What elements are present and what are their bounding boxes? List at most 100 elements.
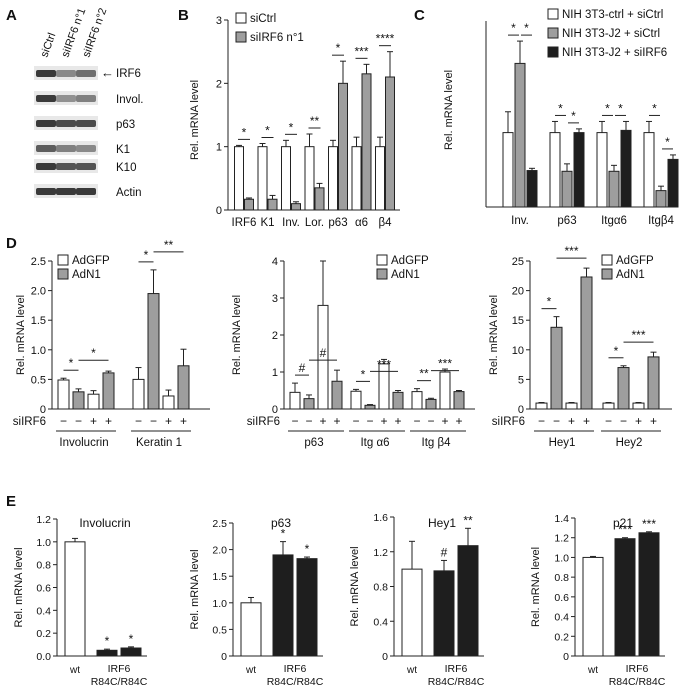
panel-d2-group-label: Itg β4 bbox=[422, 437, 452, 449]
panel-c-sig-label: * bbox=[652, 101, 657, 115]
panel-e2-x-label-mut: IRF6 bbox=[284, 663, 307, 675]
panel-e2-sig-label: * bbox=[281, 527, 286, 541]
panel-d1-bar bbox=[102, 372, 115, 410]
band-label-k1: K1 bbox=[116, 144, 130, 156]
panel-e1-x-label-wt: wt bbox=[69, 665, 80, 676]
panel-d2-bar bbox=[350, 390, 362, 410]
blot-band bbox=[76, 95, 96, 102]
panel-e2-y-tick-label: 1.0 bbox=[212, 598, 227, 610]
panel-d1-bar bbox=[147, 293, 160, 410]
panel-e4-ylabel: Rel. mRNA level bbox=[530, 547, 542, 627]
panel-b-x-tick-label: Lor. bbox=[305, 217, 324, 229]
panel-d1-legend-swatch bbox=[57, 254, 69, 266]
panel-d1-sig-label: * bbox=[144, 248, 149, 262]
panel-d1-y-tick-label: 0.5 bbox=[31, 374, 46, 386]
blot-band bbox=[56, 70, 76, 77]
panel-d2-bar bbox=[289, 391, 301, 410]
panel-b-bar bbox=[267, 198, 278, 211]
panel-e1-x-label-mut: IRF6 bbox=[108, 663, 131, 675]
band-label-actin: Actin bbox=[116, 187, 142, 199]
panel-e3-x-label-wt: wt bbox=[406, 665, 417, 676]
panel-b-sig-label: * bbox=[289, 120, 294, 134]
panel-e1-bar bbox=[96, 649, 118, 657]
panel-b-sig-label: **** bbox=[376, 32, 395, 46]
panel-c-sig-label: * bbox=[605, 101, 610, 115]
panel-d3-y-tick-label: 5 bbox=[518, 374, 524, 386]
panel-d1-bar bbox=[57, 379, 70, 410]
panel-b-bar bbox=[314, 187, 325, 211]
panel-d2-sig-label: # bbox=[320, 346, 327, 360]
panel-e3-y-tick-label: 1.2 bbox=[373, 547, 388, 559]
panel-d3-sirna-sign: − bbox=[553, 414, 560, 428]
panel-d3-bar bbox=[550, 326, 563, 410]
panel-d1-y-tick-label: 0 bbox=[40, 404, 46, 416]
panel-d2-sirna-sign: + bbox=[380, 414, 387, 428]
panel-c-bar bbox=[573, 132, 585, 208]
panel-e2-y-tick-label: 1.5 bbox=[212, 571, 227, 583]
panel-d1-legend-label: AdGFP bbox=[72, 255, 110, 267]
panel-e4-y-tick-label: 0 bbox=[563, 651, 569, 663]
panel-e1-x-label-mut: R84C/R84C bbox=[91, 676, 148, 688]
panel-d1-bar bbox=[162, 395, 175, 410]
panel-c-bar bbox=[620, 129, 632, 208]
panel-d1-sirna-label: siIRF6 bbox=[13, 416, 46, 428]
panel-e3-bar bbox=[457, 545, 479, 657]
panel-d1-group-label: Keratin 1 bbox=[136, 437, 182, 449]
panel-e3-title: Hey1 bbox=[428, 516, 456, 530]
panel-letter-a: A bbox=[6, 7, 17, 24]
panel-c-bar bbox=[514, 62, 526, 208]
panel-e1-y-tick-label: 0.6 bbox=[36, 583, 51, 595]
panel-e3-ylabel: Rel. mRNA level bbox=[349, 546, 361, 626]
panel-c-bar bbox=[561, 170, 573, 208]
panel-c-legend-label: NIH 3T3-J2 + siCtrl bbox=[562, 28, 660, 40]
panel-d3-bar bbox=[602, 402, 615, 410]
panel-d1-sirna-sign: + bbox=[105, 414, 112, 428]
panel-e4-x-label-mut: IRF6 bbox=[626, 663, 649, 675]
panel-b-bar bbox=[375, 146, 385, 211]
panel-e4-title: p21 bbox=[613, 516, 633, 530]
panel-c-legend-label: NIH 3T3-J2 + siIRF6 bbox=[562, 47, 667, 59]
panel-d3-sirna-label: siIRF6 bbox=[492, 416, 525, 428]
blot-band bbox=[36, 145, 56, 152]
panel-d1-sig-label: * bbox=[69, 356, 74, 370]
panel-b-sig-label: *** bbox=[354, 44, 368, 58]
blot-band bbox=[76, 145, 96, 152]
panel-d2-sirna-sign: + bbox=[441, 414, 448, 428]
panel-e1-y-tick-label: 1.2 bbox=[36, 514, 51, 526]
panel-c-bar bbox=[643, 132, 655, 208]
panel-e4-y-tick-label: 1.4 bbox=[554, 513, 569, 525]
panel-e2-bar bbox=[296, 558, 318, 657]
panel-c-x-tick-label: Itgβ4 bbox=[648, 215, 674, 227]
panel-c-bar bbox=[667, 158, 679, 208]
panel-e2-x-label-mut: R84C/R84C bbox=[267, 676, 324, 688]
panel-d3-sirna-sign: + bbox=[650, 414, 657, 428]
panel-d2-sirna-sign: − bbox=[352, 414, 359, 428]
panel-letter-e: E bbox=[6, 493, 16, 510]
panel-d3-sig-label: *** bbox=[564, 244, 578, 258]
panel-d1-sirna-sign: + bbox=[90, 414, 97, 428]
panel-d3-y-tick-label: 0 bbox=[518, 404, 524, 416]
panel-e4-bar bbox=[614, 538, 636, 657]
panel-d2-sirna-sign: − bbox=[413, 414, 420, 428]
panel-d3-y-tick-label: 20 bbox=[512, 286, 524, 298]
panel-letter-c: C bbox=[414, 7, 425, 24]
panel-b-ylabel: Rel. mRNA level bbox=[189, 80, 201, 160]
panel-e2-bar bbox=[272, 554, 294, 657]
blot-band bbox=[56, 163, 76, 170]
lane-label-sictrl: siCtrl bbox=[39, 31, 59, 59]
panel-d2-bar bbox=[331, 380, 343, 410]
panel-d2-group-label: p63 bbox=[304, 437, 323, 449]
panel-b-legend-label: siCtrl bbox=[250, 13, 276, 25]
panel-b-y-tick-label: 0 bbox=[216, 205, 222, 217]
blot-band bbox=[36, 95, 56, 102]
panel-d3-sirna-sign: − bbox=[620, 414, 627, 428]
panel-d1-bar bbox=[72, 391, 85, 410]
blot-band bbox=[56, 188, 76, 195]
panel-e3-y-tick-label: 0.4 bbox=[373, 616, 388, 628]
panel-c-sig-label: * bbox=[571, 109, 576, 123]
panel-e4-x-label-wt: wt bbox=[587, 665, 598, 676]
panel-c-sig-label: * bbox=[558, 101, 563, 115]
panel-d2-y-tick-label: 3 bbox=[272, 293, 278, 305]
panel-d3-sig-label: * bbox=[614, 344, 619, 358]
panel-d3-sirna-sign: + bbox=[583, 414, 590, 428]
